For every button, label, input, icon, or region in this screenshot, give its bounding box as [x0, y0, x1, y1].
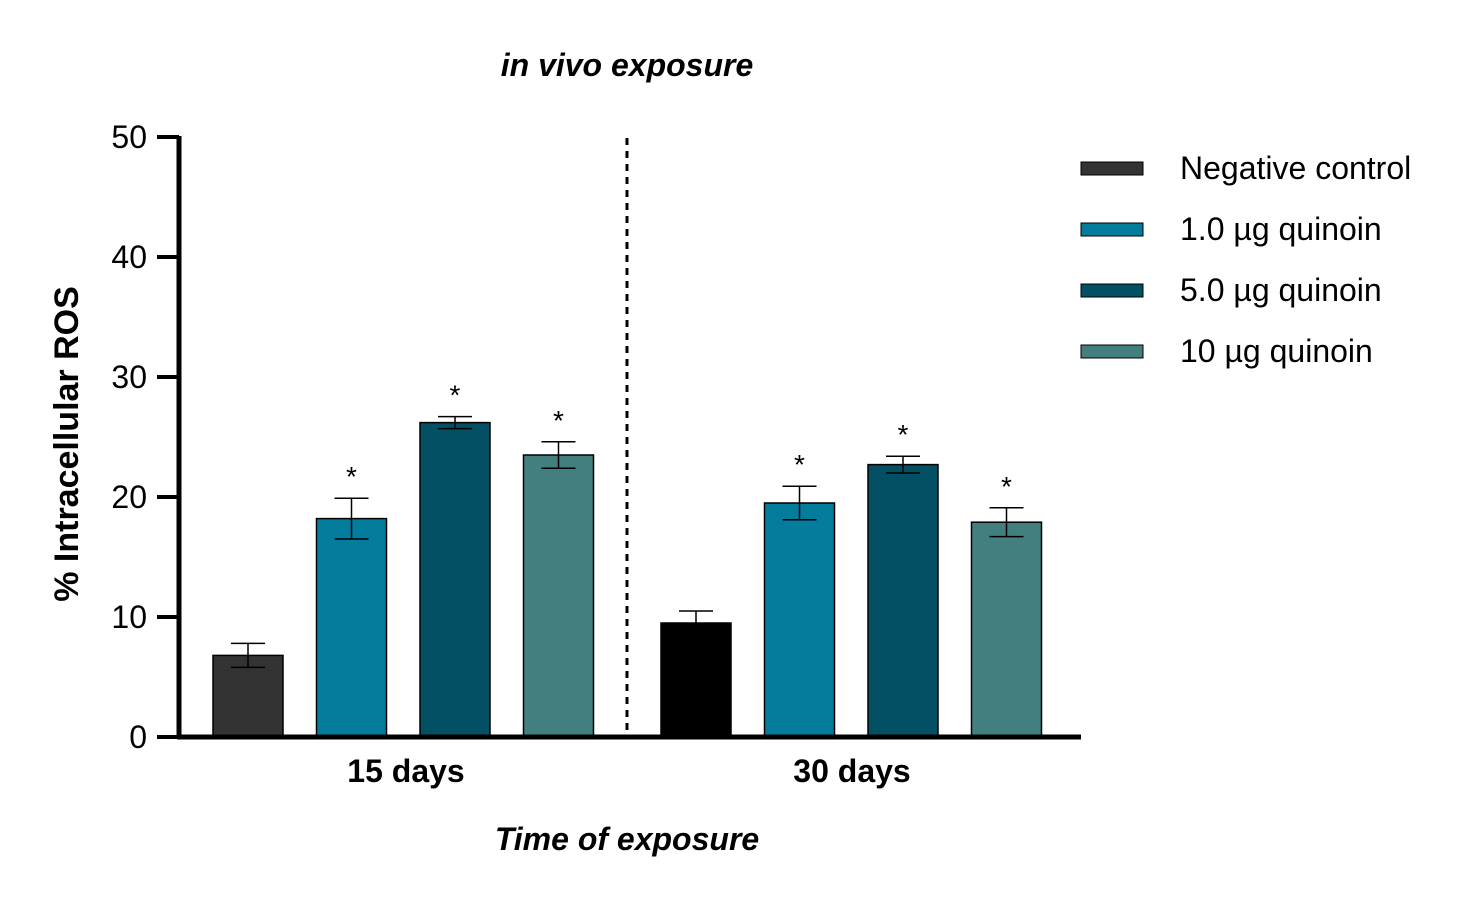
bar — [315, 517, 388, 738]
legend-label: 5.0 µg quinoin — [1180, 272, 1382, 308]
significance-marker: * — [898, 419, 909, 450]
bar — [970, 521, 1043, 738]
bar — [867, 463, 939, 738]
x-tick-label: 30 days — [793, 753, 910, 789]
y-tick-label: 10 — [111, 599, 147, 635]
legend: Negative control 1.0 µg quinoin 5.0 µg qui… — [1080, 150, 1411, 369]
x-ticks-layer: 15 days 30 days — [347, 753, 910, 789]
error-bars-layer — [231, 415, 1024, 669]
significance-layer: * * * * * * — [346, 380, 1012, 502]
y-tick-label: 0 — [129, 719, 147, 755]
bar — [522, 454, 595, 738]
chart-title: in vivo exposure — [501, 47, 754, 83]
x-tick-label: 15 days — [347, 753, 464, 789]
bar — [212, 654, 284, 738]
legend-label: 1.0 µg quinoin — [1180, 211, 1382, 247]
bar — [419, 421, 491, 738]
bar — [660, 622, 732, 738]
legend-label: 10 µg quinoin — [1180, 333, 1373, 369]
y-ticks-layer: 0 10 20 30 40 50 — [111, 119, 179, 755]
y-tick-label: 40 — [111, 239, 147, 275]
y-tick-label: 50 — [111, 119, 147, 155]
y-tick-label: 30 — [111, 359, 147, 395]
legend-swatch — [1080, 344, 1144, 359]
significance-marker: * — [794, 449, 805, 480]
bars-layer — [212, 421, 1043, 738]
significance-marker: * — [450, 380, 461, 411]
significance-marker: * — [1001, 471, 1012, 502]
x-axis-label: Time of exposure — [495, 821, 759, 857]
significance-marker: * — [346, 461, 357, 492]
y-tick-label: 20 — [111, 479, 147, 515]
y-axis-label: % Intracellular ROS — [48, 286, 86, 602]
legend-swatch — [1080, 222, 1144, 237]
legend-label: Negative control — [1180, 150, 1411, 186]
significance-marker: * — [553, 405, 564, 436]
bar — [763, 502, 836, 738]
legend-swatch — [1080, 283, 1144, 298]
legend-swatch — [1080, 161, 1144, 176]
